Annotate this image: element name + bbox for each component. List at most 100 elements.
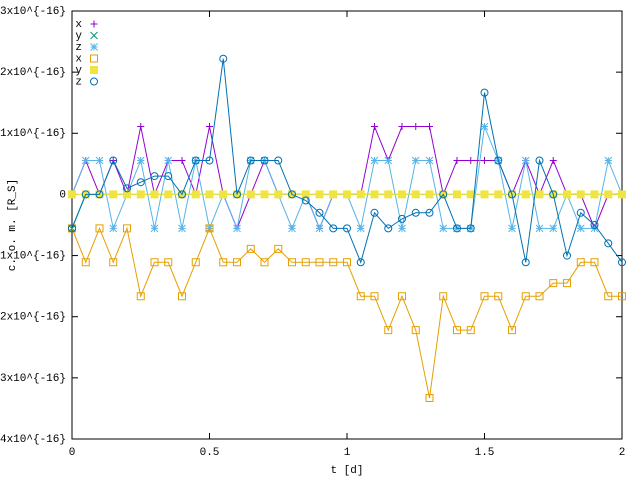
series-line — [71, 124, 622, 230]
point — [576, 258, 585, 267]
point — [480, 122, 489, 131]
y-tick-label: 3x10^{-16} — [0, 6, 66, 18]
point — [466, 224, 475, 233]
x-tick-label: 0.5 — [200, 447, 220, 459]
point — [521, 190, 530, 199]
point — [576, 224, 585, 233]
point — [219, 190, 228, 199]
point — [150, 224, 159, 233]
point — [206, 123, 213, 131]
point — [68, 224, 77, 233]
point — [411, 156, 420, 165]
x-axis-label: t [d] — [330, 465, 363, 477]
point — [425, 394, 434, 403]
series-line — [71, 58, 623, 264]
series-line — [71, 124, 623, 231]
x-tick-label: 0 — [69, 447, 76, 459]
point — [288, 258, 296, 267]
point — [109, 258, 118, 267]
point — [439, 190, 448, 199]
legend-marker — [90, 20, 98, 28]
point — [411, 190, 420, 199]
point — [398, 190, 406, 199]
point — [425, 190, 434, 199]
point — [356, 224, 365, 233]
point — [164, 172, 173, 181]
point — [508, 190, 517, 199]
point — [356, 190, 365, 199]
point — [412, 123, 420, 131]
point — [453, 326, 461, 335]
point — [535, 156, 544, 165]
point — [178, 224, 186, 233]
point — [288, 190, 297, 199]
point — [425, 208, 434, 217]
point — [425, 156, 434, 165]
point — [246, 156, 255, 165]
point — [590, 258, 599, 267]
point — [288, 224, 296, 233]
point — [384, 326, 393, 335]
point — [301, 258, 310, 267]
point — [68, 190, 76, 199]
point — [136, 190, 145, 199]
y-axis-label: c. o. m. [R_S] — [7, 179, 19, 271]
point — [343, 190, 351, 199]
point — [398, 123, 406, 131]
point — [549, 224, 558, 233]
point — [260, 156, 269, 165]
point — [467, 156, 475, 164]
point — [315, 224, 324, 233]
legend-label: z — [75, 76, 82, 88]
point — [205, 224, 214, 233]
point — [549, 156, 557, 164]
point — [95, 156, 104, 165]
point — [109, 156, 118, 165]
point — [508, 326, 516, 335]
point — [343, 258, 351, 267]
x-tick-label: 1 — [344, 447, 351, 459]
point — [384, 224, 393, 233]
point — [178, 292, 186, 301]
point — [590, 190, 599, 199]
point — [453, 224, 462, 233]
point — [370, 208, 379, 217]
point — [521, 292, 530, 301]
point — [618, 292, 626, 301]
point — [191, 190, 200, 199]
point — [618, 190, 626, 199]
point — [315, 208, 324, 217]
legend-marker — [90, 31, 98, 40]
x-tick-label: 2 — [619, 447, 626, 459]
legend-marker — [90, 43, 98, 51]
point — [329, 224, 338, 233]
point — [370, 292, 379, 301]
point — [136, 156, 145, 165]
point — [480, 190, 489, 199]
legend-marker — [90, 54, 98, 63]
point — [123, 190, 131, 199]
point — [398, 292, 406, 301]
y-tick-label: -1x10^{-16} — [0, 250, 66, 262]
point — [411, 326, 420, 335]
point — [466, 190, 475, 199]
point — [81, 258, 90, 267]
point — [480, 88, 489, 97]
point — [109, 224, 118, 233]
point — [480, 292, 489, 301]
point — [384, 190, 393, 199]
point — [371, 123, 378, 131]
point — [508, 224, 516, 233]
point — [301, 190, 310, 199]
point — [535, 224, 544, 233]
point — [205, 156, 214, 165]
legend-marker — [90, 77, 99, 86]
point — [563, 251, 572, 260]
point — [123, 224, 131, 233]
point — [453, 156, 461, 164]
point — [164, 190, 173, 199]
y-tick-label: 0 — [59, 189, 66, 201]
point — [590, 221, 599, 229]
point — [370, 156, 379, 165]
